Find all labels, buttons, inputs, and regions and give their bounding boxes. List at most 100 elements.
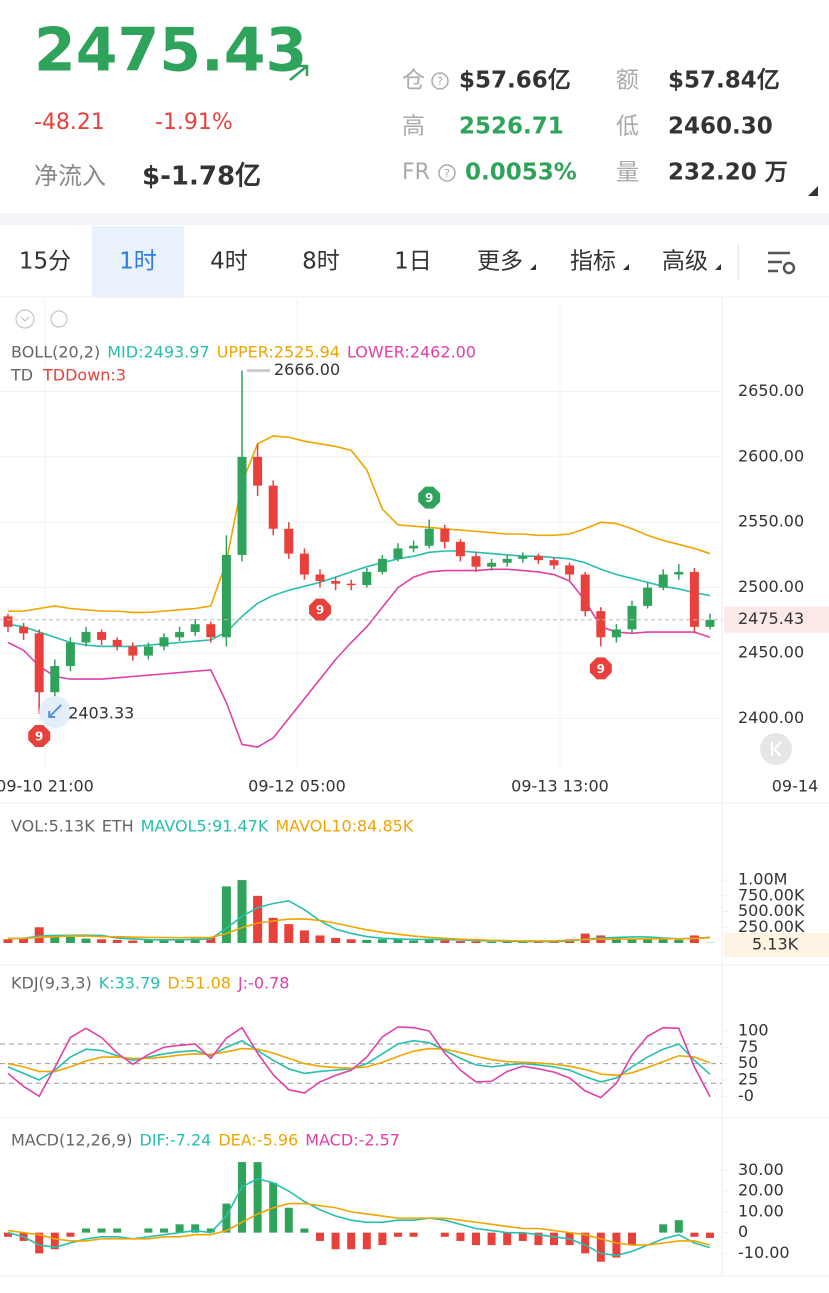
macd-bar — [160, 1228, 168, 1233]
mavol-line — [7, 918, 711, 942]
help-icon[interactable] — [431, 72, 449, 90]
legend-entry: DEA:-5.96 — [218, 1131, 298, 1150]
candle-body — [112, 639, 122, 647]
last-volume-tag — [724, 933, 829, 957]
macd-bar — [206, 1228, 215, 1233]
macd-bar — [690, 1232, 699, 1237]
volume-bar — [487, 941, 497, 943]
x-tick-label: 09-12 05:00 — [248, 777, 346, 796]
indicator-settings-icon[interactable] — [50, 310, 68, 328]
volume-bar — [143, 940, 153, 943]
tab[interactable]: 1日 — [394, 249, 432, 275]
tab[interactable]: 15分 — [19, 249, 71, 275]
dropdown-caret — [715, 264, 721, 270]
volume-bar — [81, 938, 91, 943]
collapse-icon[interactable] — [15, 309, 35, 329]
stat-label: FR — [402, 160, 430, 185]
help-icon-glyph: ? — [437, 75, 443, 88]
y-tick-label: 500.00K — [738, 901, 805, 920]
tab[interactable]: 更多 — [477, 249, 523, 275]
volume-bar — [362, 939, 372, 943]
td-legend: TDDown:3 — [42, 366, 126, 385]
volume-bar — [284, 924, 294, 943]
volume-bar — [175, 939, 185, 943]
dropdown-caret — [623, 264, 629, 270]
volume-bar — [190, 938, 200, 943]
macd-bar — [596, 1232, 605, 1262]
candle-body — [518, 556, 528, 559]
volume-bar — [97, 939, 107, 943]
tab[interactable]: 高级 — [662, 249, 708, 275]
macd-bar — [300, 1228, 309, 1233]
candle-body — [377, 558, 387, 572]
chart-settings-icon[interactable] — [768, 251, 796, 275]
macd-bar — [4, 1232, 12, 1237]
scroll-to-latest[interactable] — [760, 733, 792, 765]
candle-body — [284, 528, 294, 554]
stat-value: 2526.71 — [459, 114, 564, 140]
candle-body — [34, 633, 44, 693]
macd-bar — [316, 1232, 324, 1241]
y-tick-label: 100 — [738, 1020, 769, 1039]
volume-bar — [315, 935, 325, 943]
macd-bar — [674, 1220, 683, 1233]
net-inflow-label: 净流入 — [34, 162, 106, 190]
candle-body — [643, 587, 653, 606]
annotation-label: 2666.00 — [274, 360, 340, 379]
volume-bar — [471, 941, 481, 943]
macd-line — [7, 1202, 711, 1246]
legend-entry: MACD(12,26,9) — [11, 1131, 133, 1150]
volume-bar — [658, 939, 668, 943]
y-tick-label: 2500.00 — [738, 577, 804, 596]
volume-bar — [237, 880, 247, 943]
volume-bar — [253, 895, 263, 943]
y-tick-label: 2650.00 — [738, 381, 804, 400]
tab[interactable]: 8时 — [302, 249, 340, 275]
volume-bar — [112, 939, 122, 943]
price-change-pct: -1.91% — [155, 110, 233, 135]
candle-body — [3, 616, 13, 627]
expand-corner[interactable] — [808, 186, 818, 196]
volume-bar — [440, 940, 450, 943]
macd-bar — [440, 1232, 449, 1237]
macd-bar — [362, 1232, 371, 1250]
candle-body — [409, 545, 419, 549]
stat-value: 0.0053% — [465, 160, 577, 186]
candle-body — [533, 556, 543, 561]
legend-entry: K:33.79 — [99, 974, 161, 993]
price-change: -48.21 — [34, 110, 105, 135]
candle-body — [549, 560, 559, 566]
boll-line — [7, 550, 711, 648]
y-tick-label: 750.00K — [738, 885, 805, 904]
macd-bar — [394, 1232, 402, 1237]
volume-bar — [65, 936, 75, 943]
collapse-glyph — [20, 316, 30, 322]
candle-body — [97, 632, 107, 640]
volume-bar — [268, 917, 278, 943]
macd-line — [7, 1177, 711, 1257]
annotation-arrow — [48, 704, 62, 718]
y-tick-label: 75 — [738, 1037, 758, 1056]
candle-body — [705, 619, 715, 627]
stat-value: $57.84亿 — [668, 68, 780, 94]
macd-bar — [66, 1232, 75, 1237]
tab[interactable]: 4时 — [210, 249, 248, 275]
td-badge — [418, 486, 441, 509]
stat-label: 仓 — [402, 68, 425, 94]
candle-body — [190, 624, 200, 633]
x-tick-label: 09-10 21:00 — [0, 777, 94, 796]
td-badge — [28, 724, 51, 747]
candle-body — [299, 553, 309, 575]
separator — [0, 213, 829, 225]
help-icon[interactable] — [438, 164, 456, 182]
candle-body — [487, 562, 497, 567]
tab[interactable]: 1时 — [119, 249, 157, 275]
stat-label: 低 — [616, 114, 639, 140]
macd-bar — [706, 1232, 714, 1238]
tab[interactable]: 指标 — [570, 249, 616, 275]
volume-bar — [580, 933, 590, 943]
macd-bar — [238, 1162, 246, 1233]
candle-body — [565, 565, 575, 575]
stat-value: 2460.30 — [668, 114, 773, 140]
